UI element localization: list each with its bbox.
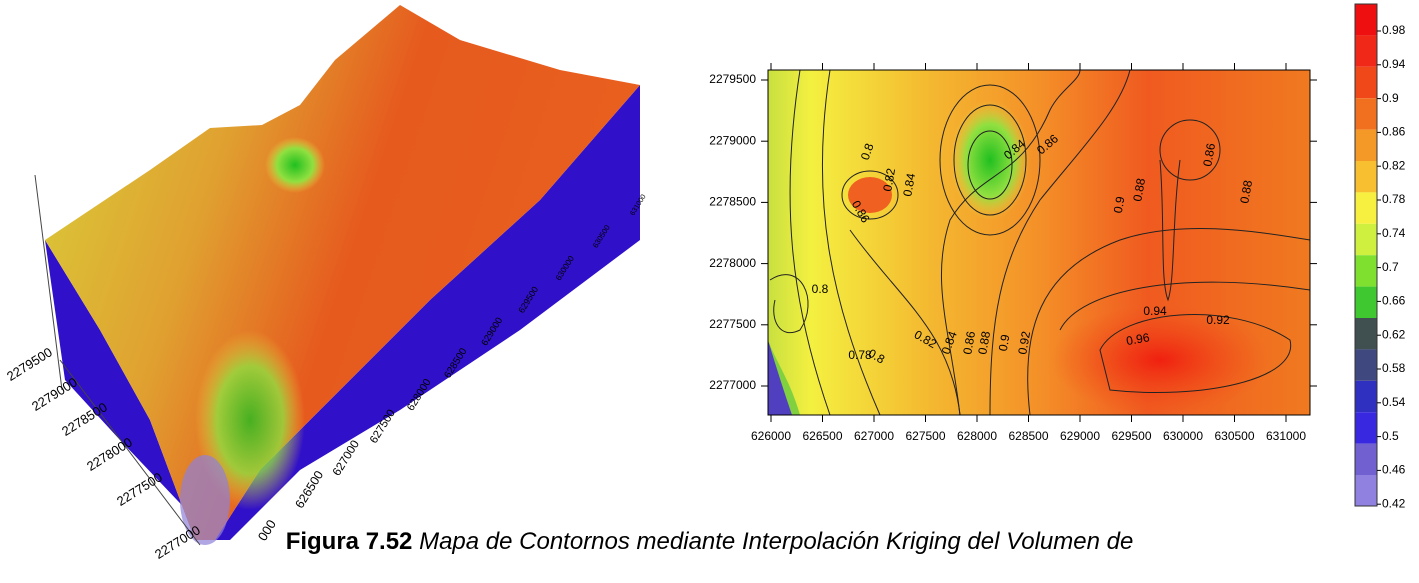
caption: Figura 7.52 Mapa de Contornos mediante I… — [0, 528, 1419, 556]
contour-label: 0.84 — [900, 172, 918, 198]
color-band — [1355, 223, 1377, 256]
colorbar-label: 0.66 — [1382, 294, 1406, 308]
low-zone — [950, 100, 1030, 220]
contour-label: 0.86 — [960, 330, 978, 356]
y-tick-label: 2277000 — [709, 378, 756, 392]
contour-label: 0.96 — [1125, 330, 1151, 348]
color-band — [1355, 255, 1377, 287]
contour-label: 0.92 — [1015, 330, 1033, 356]
colorbar-label: 0.94 — [1382, 57, 1406, 71]
colorbar-frame — [1354, 3, 1378, 507]
colorbar-label: 0.74 — [1382, 226, 1406, 240]
color-band — [1355, 443, 1377, 475]
contour-label: 0.86 — [1200, 142, 1218, 168]
colorbar-label: 0.7 — [1382, 260, 1399, 274]
x-tick-label: 628000 — [957, 429, 997, 443]
colorbar-label: 0.5 — [1382, 429, 1399, 443]
side-face — [45, 240, 215, 540]
side-face — [215, 85, 640, 540]
colorbar-label: 0.58 — [1382, 361, 1406, 375]
low-zone — [768, 340, 792, 415]
surface-3d — [34, 5, 640, 546]
surface-feature — [180, 455, 230, 545]
contour-label: 0.94 — [1143, 304, 1167, 318]
caption-text: Mapa de Contornos mediante Interpolación… — [419, 528, 1134, 555]
colorbar-label: 0.9 — [1382, 91, 1399, 105]
contour-label: 0.82 — [880, 167, 898, 193]
surface-feature — [265, 137, 325, 193]
y-tick-label: 2278000 — [709, 256, 756, 270]
contour-label: 0.88 — [1130, 177, 1148, 203]
colorbar-label: 0.82 — [1382, 158, 1406, 172]
y-tick-label: 2277500 — [709, 317, 756, 331]
color-band — [1355, 475, 1377, 507]
colorbar-label: 0.78 — [1382, 192, 1406, 206]
surface-feature — [195, 330, 305, 510]
y-tick-label: 2279000 — [709, 133, 756, 147]
y-tick-label: 2278500 — [709, 195, 756, 209]
high-zone — [1050, 305, 1270, 415]
x-tick-label: 630500 — [1214, 429, 1254, 443]
color-band — [1355, 129, 1377, 161]
colorbar-label: 0.46 — [1382, 463, 1406, 477]
color-band — [1355, 4, 1377, 36]
x-tick-label: 631000 — [1266, 429, 1306, 443]
contour-label: 0.8 — [858, 141, 877, 162]
plot-frame — [767, 69, 1311, 416]
colorbar-label: 0.42 — [1382, 496, 1406, 510]
contour-map — [767, 69, 1311, 416]
x-tick-label: 626500 — [802, 429, 842, 443]
axis-label: 626500 — [292, 468, 326, 511]
y-tick-label: 2279500 — [709, 72, 756, 86]
color-band — [1355, 412, 1377, 444]
color-band — [1355, 161, 1377, 193]
x-tick-label: 630000 — [1163, 429, 1203, 443]
color-band — [1355, 380, 1377, 413]
colorbar-label: 0.98 — [1382, 23, 1406, 37]
axis-label: 2278000 — [84, 434, 135, 474]
caption-label: Figura 7.52 — [285, 528, 413, 555]
color-band — [1355, 66, 1377, 99]
axis-line — [59, 359, 201, 546]
color-band — [1355, 98, 1377, 130]
colorbar-label: 0.62 — [1382, 327, 1406, 341]
color-band — [1355, 318, 1377, 350]
contour-label: 0.88 — [1237, 179, 1255, 205]
contour-label: 0.92 — [1206, 313, 1230, 327]
contour-label: 0.88 — [975, 330, 993, 356]
color-band — [1355, 192, 1377, 224]
axis-label: 2279500 — [4, 344, 55, 384]
colorbar-label: 0.54 — [1382, 395, 1406, 409]
surface — [45, 5, 640, 540]
contour-lines — [769, 69, 1311, 416]
x-tick-label: 628500 — [1008, 429, 1048, 443]
x-tick-label: 627000 — [854, 429, 894, 443]
axis-label: 2279000 — [29, 374, 80, 414]
x-tick-label: 629500 — [1111, 429, 1151, 443]
axis-line — [34, 174, 63, 391]
x-tick-label: 629000 — [1060, 429, 1100, 443]
contour-label: 0.9 — [996, 333, 1013, 352]
colorbar-label: 0.86 — [1382, 125, 1406, 139]
high-zone — [848, 177, 892, 213]
x-tick-label: 626000 — [751, 429, 791, 443]
x-tick-label: 627500 — [905, 429, 945, 443]
colorbar: 0.98 0.94 0.9 0.86 0.82 0.78 0.74 0.7 0.66 0.62 0.… — [1354, 3, 1406, 510]
color-band — [1355, 349, 1377, 381]
color-band — [1355, 35, 1377, 67]
contour-label: 0.9 — [1111, 195, 1128, 214]
contour-label: 0.8 — [812, 282, 829, 296]
color-band — [1355, 286, 1377, 318]
contour-label: 0.78 — [848, 348, 872, 362]
